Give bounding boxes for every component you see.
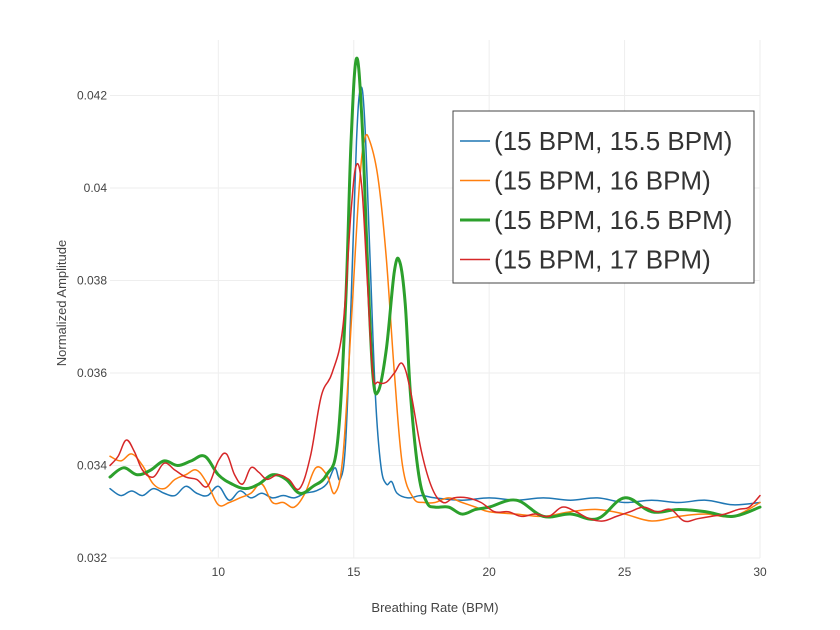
series-line-4 xyxy=(109,163,761,523)
x-tick-label: 15 xyxy=(347,565,361,579)
y-tick-label: 0.036 xyxy=(77,366,107,380)
y-tick-label: 0.04 xyxy=(84,181,108,195)
legend-label: (15 BPM, 15.5 BPM) xyxy=(494,126,732,156)
x-axis-title: Breathing Rate (BPM) xyxy=(371,600,498,615)
x-tick-label: 25 xyxy=(618,565,632,579)
legend-box xyxy=(452,110,755,284)
legend: (15 BPM, 15.5 BPM) (15 BPM, 16 BPM) (15 BP… xyxy=(452,110,755,284)
legend-label: (15 BPM, 17 BPM) xyxy=(494,245,711,275)
y-tick-label: 0.042 xyxy=(77,89,107,103)
series-line-1 xyxy=(109,86,761,506)
y-axis-title: Normalized Amplitude xyxy=(54,240,69,366)
x-tick-label: 10 xyxy=(212,565,226,579)
y-tick-label: 0.038 xyxy=(77,274,107,288)
x-tick-label: 30 xyxy=(753,565,767,579)
legend-label: (15 BPM, 16 BPM) xyxy=(494,166,711,196)
y-tick-label: 0.034 xyxy=(77,459,107,473)
x-axis-ticks: 10 15 20 25 30 xyxy=(212,565,767,579)
y-axis-ticks: 0.032 0.034 0.036 0.038 0.04 0.042 xyxy=(77,89,107,566)
plot-area xyxy=(108,56,762,523)
y-tick-label: 0.032 xyxy=(77,551,107,565)
legend-label: (15 BPM, 16.5 BPM) xyxy=(494,205,732,235)
x-tick-label: 20 xyxy=(482,565,496,579)
